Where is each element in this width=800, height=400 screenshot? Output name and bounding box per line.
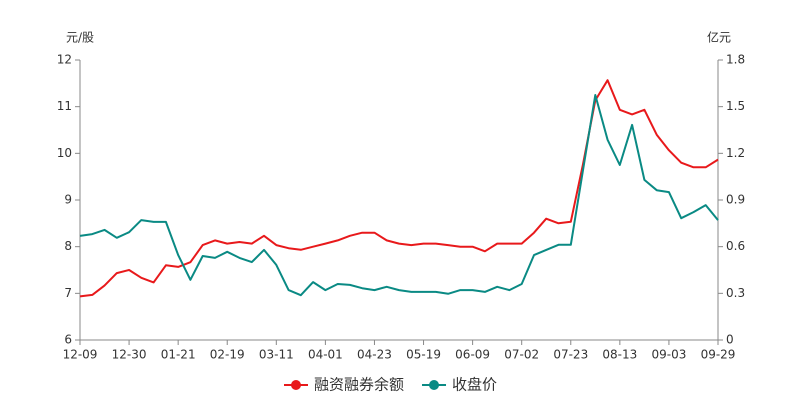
y2-tick-label: 1.8 bbox=[726, 53, 745, 67]
y2-tick-label: 0.6 bbox=[726, 239, 745, 253]
legend-marker bbox=[291, 380, 301, 390]
x-tick-label: 08-13 bbox=[602, 348, 637, 362]
legend-label: 融资融券余额 bbox=[314, 376, 404, 394]
y-axis-title: 元/股 bbox=[66, 31, 94, 45]
x-tick-label: 04-23 bbox=[357, 348, 392, 362]
x-tick-label: 05-19 bbox=[406, 348, 441, 362]
legend-marker bbox=[429, 380, 440, 390]
x-tick-label: 12-30 bbox=[112, 348, 147, 362]
x-tick-label: 09-29 bbox=[701, 348, 736, 362]
x-tick-label: 07-02 bbox=[504, 348, 539, 362]
x-tick-label: 09-03 bbox=[651, 348, 686, 362]
y2-tick-label: 0 bbox=[726, 333, 734, 347]
y2-tick-label: 0.3 bbox=[726, 286, 745, 300]
y2-tick-label: 1.5 bbox=[726, 99, 745, 113]
x-tick-label: 02-19 bbox=[210, 348, 245, 362]
legend: 融资融券余额 收盘价 bbox=[284, 376, 497, 394]
y-tick-label: 9 bbox=[64, 193, 72, 207]
y2-axis-title: 亿元 bbox=[707, 30, 731, 45]
y2-tick-label: 1.2 bbox=[726, 146, 745, 160]
y-tick-label: 7 bbox=[64, 286, 72, 300]
y2-tick-label: 0.9 bbox=[726, 193, 745, 207]
x-tick-label: 04-01 bbox=[308, 348, 343, 362]
y-tick-label: 8 bbox=[64, 239, 72, 253]
series-line bbox=[79, 94, 719, 297]
y-tick-label: 12 bbox=[57, 53, 72, 67]
legend-label: 收盘价 bbox=[452, 376, 497, 394]
x-tick-label: 12-09 bbox=[63, 348, 98, 362]
x-tick-label: 06-09 bbox=[455, 348, 490, 362]
series-line bbox=[79, 79, 719, 298]
x-tick-label: 01-21 bbox=[161, 348, 196, 362]
y-tick-label: 6 bbox=[64, 333, 72, 347]
y-tick-label: 10 bbox=[57, 146, 72, 160]
x-tick-label: 03-11 bbox=[259, 348, 294, 362]
y-tick-label: 11 bbox=[57, 99, 72, 113]
x-tick-label: 07-23 bbox=[553, 348, 588, 362]
